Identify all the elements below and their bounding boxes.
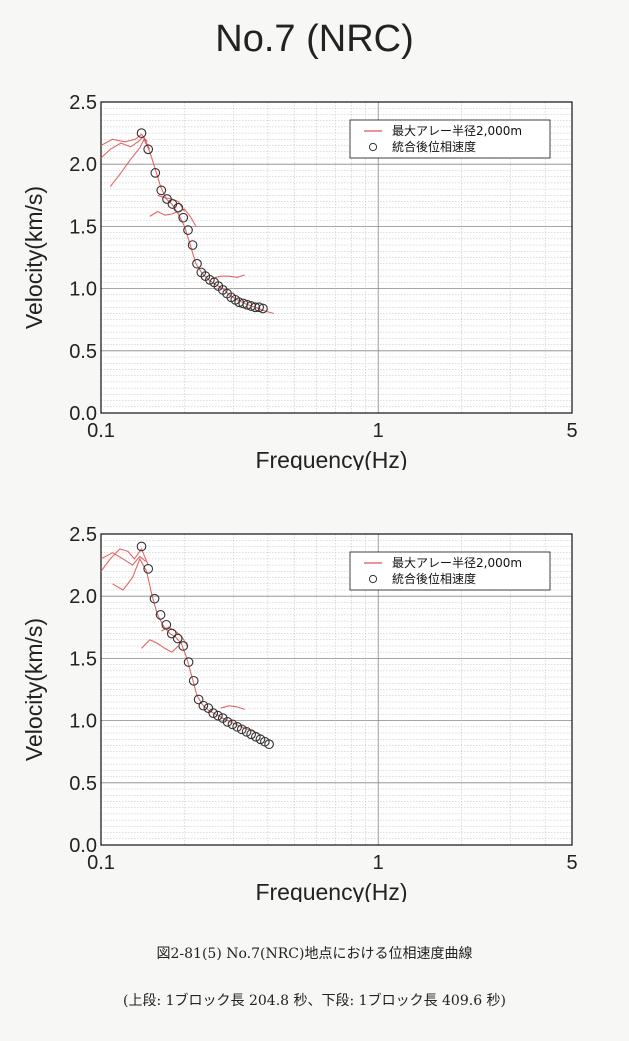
chart-2-y-tick-label: 0.0 xyxy=(69,835,97,857)
chart-2-x-tick-label: 0.1 xyxy=(87,852,115,874)
chart-1-data-point xyxy=(178,212,189,223)
chart-2-data-point xyxy=(213,710,223,721)
chart-2-red-series xyxy=(100,547,262,736)
chart-2-data-point xyxy=(178,641,189,651)
chart-1-data-point xyxy=(143,144,154,155)
page-title: No.7 (NRC) xyxy=(215,18,414,60)
chart-1-circle-series xyxy=(136,128,268,314)
chart-2-data-point xyxy=(172,633,183,644)
chart-2-y-axis-title: Velocity(km/s) xyxy=(21,618,47,761)
chart-2-data-point xyxy=(241,726,252,737)
chart-2-x-tick-label: 5 xyxy=(566,852,577,874)
chart-1-red-series-line xyxy=(149,208,197,227)
chart-2-data-point xyxy=(183,657,194,667)
chart-1-x-tick-label: 0.1 xyxy=(87,420,115,442)
chart-2-x-tick-label: 1 xyxy=(373,852,384,874)
chart-2-data-point xyxy=(227,719,238,730)
chart-2-data-point xyxy=(198,700,209,711)
figure-subcaption: (上段: 1ブロック長 204.8 秒、下段: 1ブロック長 409.6 秒) xyxy=(122,993,507,1009)
phase-velocity-chart-bottom: 0.0 0.5 1.0 1.5 2.0 2.5 0.1 1 5 Frequency(Hz) Velo… xyxy=(21,524,578,902)
chart-1-data-point xyxy=(150,168,161,178)
chart-2-y-tick-label: 0.5 xyxy=(69,773,97,795)
chart-2-y-tick-label: 1.5 xyxy=(69,648,97,670)
chart-1-data-point xyxy=(183,225,193,235)
chart-2-data-point xyxy=(143,563,154,574)
chart-1-y-axis-title: Velocity(km/s) xyxy=(21,186,47,329)
chart-2-red-series-line xyxy=(141,639,179,653)
chart-2-data-point xyxy=(193,694,204,705)
chart-1-y-tick-label: 2.0 xyxy=(69,154,97,176)
chart-1-y-tick-label: 0.0 xyxy=(69,403,97,425)
chart-1-data-point xyxy=(136,128,147,138)
chart-1-red-series-line xyxy=(109,138,274,315)
chart-2-y-tick-label: 2.0 xyxy=(69,586,97,608)
chart-2-data-point xyxy=(222,716,233,727)
chart-1-x-axis-title: Frequency(Hz) xyxy=(255,447,407,470)
chart-1-y-tick-label: 0.5 xyxy=(69,341,97,363)
chart-1-y-tick-label: 2.5 xyxy=(69,92,97,114)
chart-2-x-axis-title: Frequency(Hz) xyxy=(255,879,407,902)
chart-2-legend-label-red: 最大アレー半径2,000m xyxy=(392,556,522,570)
phase-velocity-chart-top: 0.0 0.5 1.0 1.5 2.0 2.5 0.1 1 5 Frequency(Hz) Velo… xyxy=(21,92,578,470)
chart-1-data-point xyxy=(254,302,265,313)
chart-2-data-point xyxy=(166,628,177,639)
chart-1-data-point xyxy=(258,303,268,314)
chart-2-plot-frame xyxy=(100,533,573,846)
chart-1-red-series-line xyxy=(100,133,148,146)
chart-2-red-series-line xyxy=(220,705,245,710)
chart-1-legend-box xyxy=(349,119,551,159)
chart-1-data-point xyxy=(192,258,202,269)
chart-1-y-tick-label: 1.0 xyxy=(69,279,97,301)
chart-1-data-point xyxy=(250,302,261,313)
chart-2-red-series-line xyxy=(100,547,149,572)
chart-1-plot-frame xyxy=(100,101,573,414)
chart-1-data-point xyxy=(187,240,198,250)
chart-1-data-point xyxy=(162,194,172,204)
figure-caption: 図2-81(5) No.7(NRC)地点における位相速度曲線 xyxy=(156,946,473,962)
chart-2-y-tick-label: 1.0 xyxy=(69,711,97,733)
chart-1-x-tick-label: 5 xyxy=(566,420,577,442)
chart-1-data-point xyxy=(173,202,184,213)
chart-1-legend-circle-swatch xyxy=(368,142,378,152)
chart-2-y-tick-label: 2.5 xyxy=(69,524,97,546)
chart-2-legend-label-circles: 統合後位相速度 xyxy=(392,571,476,586)
chart-1-x-tick-label: 1 xyxy=(373,420,384,442)
chart-2-data-point xyxy=(155,610,166,620)
chart-2-data-point xyxy=(264,739,274,750)
chart-2-legend-box xyxy=(349,551,551,591)
chart-2-data-point xyxy=(188,675,199,686)
chart-2-data-point xyxy=(208,708,219,718)
chart-2-red-series-line xyxy=(100,552,147,566)
chart-2-data-point xyxy=(203,703,214,714)
chart-1-legend-label-circles: 統合後位相速度 xyxy=(392,139,476,154)
chart-2-data-point xyxy=(232,721,243,732)
chart-2-data-point xyxy=(149,593,160,604)
chart-1-legend-label-red: 最大アレー半径2,000m xyxy=(392,124,522,138)
chart-2-legend-circle-swatch xyxy=(368,574,378,584)
chart-1-data-point xyxy=(156,185,167,196)
chart-2-data-point xyxy=(161,619,172,630)
chart-2-data-point xyxy=(246,729,256,740)
chart-1-red-series-line xyxy=(211,274,245,280)
chart-1-red-series xyxy=(100,133,274,315)
chart-2-data-point xyxy=(136,541,147,552)
chart-1-y-tick-label: 1.5 xyxy=(69,216,97,238)
chart-2-circle-series xyxy=(136,541,274,750)
chart-2-data-point xyxy=(236,724,247,735)
chart-2-data-point xyxy=(251,731,261,742)
